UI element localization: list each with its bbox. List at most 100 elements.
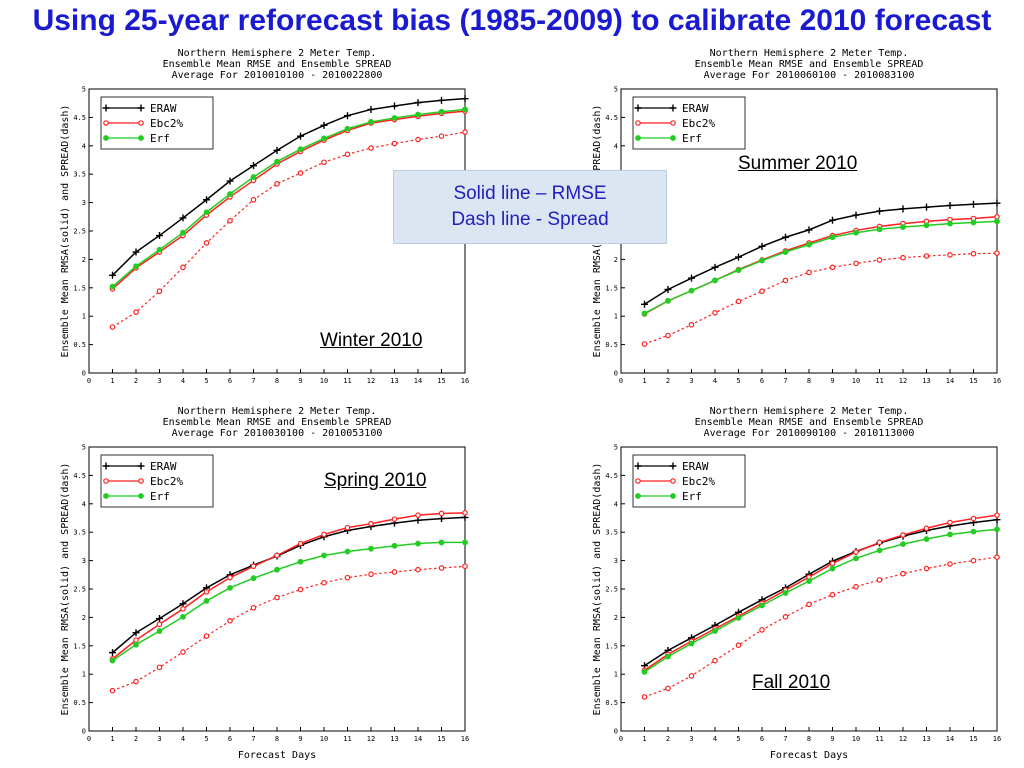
y-tick-label: 1: [614, 671, 618, 679]
legend-label: Erf: [682, 490, 702, 503]
x-tick-label: 3: [689, 735, 693, 743]
data-point: [438, 96, 445, 104]
data-point: [250, 563, 257, 570]
legend-label: ERAW: [682, 102, 709, 115]
chart-title-line: Ensemble Mean RMSE and Ensemble SPREAD: [163, 417, 392, 428]
y-tick-label: 5: [82, 444, 86, 452]
data-point: [759, 602, 765, 609]
data-point: [923, 203, 930, 211]
series-line: [112, 565, 466, 692]
series-erf: [641, 526, 1000, 675]
chart-title-line: Average For 2010090100 - 2010113000: [704, 428, 915, 439]
chart-spring: Northern Hemisphere 2 Meter Temp. Ensembl…: [54, 404, 504, 762]
series-line: [112, 131, 466, 328]
legend-marker: [670, 135, 676, 141]
data-point: [876, 547, 883, 554]
data-point: [133, 641, 139, 648]
data-point: [132, 248, 140, 256]
y-tick-label: 0: [82, 728, 86, 736]
data-point: [415, 136, 421, 143]
data-point: [806, 601, 812, 608]
x-tick-label: 2: [666, 377, 670, 385]
x-tick-label: 11: [343, 735, 351, 743]
data-point: [900, 224, 906, 230]
chart-title-line: Average For 2010030100 - 2010053100: [172, 428, 383, 439]
data-point: [782, 614, 789, 620]
x-tick-label: 10: [852, 377, 860, 385]
data-point: [994, 554, 1000, 560]
x-axis-label: Forecast Days: [238, 750, 316, 761]
slide-title: Using 25-year reforecast bias (1985-2009…: [32, 4, 992, 37]
data-point: [297, 558, 304, 565]
data-point: [226, 177, 234, 185]
x-tick-label: 2: [666, 735, 670, 743]
x-tick-label: 11: [343, 377, 351, 385]
data-point: [179, 214, 187, 222]
data-point: [297, 170, 304, 176]
legend-marker: [138, 493, 144, 499]
y-tick-label: 0: [614, 728, 618, 736]
data-point: [321, 552, 327, 559]
data-point: [806, 269, 812, 276]
x-tick-label: 12: [367, 735, 375, 743]
data-point: [438, 108, 445, 115]
series-erf: [109, 539, 468, 664]
data-point: [806, 241, 812, 248]
data-point: [712, 657, 718, 664]
y-tick-label: 2: [614, 256, 618, 264]
y-tick-label: 0.5: [605, 341, 618, 349]
callout-line-spread: Dash line - Spread: [451, 209, 609, 230]
data-point: [321, 531, 327, 538]
series-ebc2-: [109, 510, 468, 662]
data-point: [462, 510, 468, 516]
data-point: [415, 540, 421, 547]
data-point: [641, 310, 648, 317]
data-point: [876, 226, 883, 233]
series-line: [644, 518, 998, 667]
legend: ERAW Ebc2% Erf: [100, 454, 214, 508]
data-point: [321, 159, 327, 166]
series-line: [644, 252, 998, 345]
data-point: [900, 254, 906, 261]
series-line: [112, 516, 466, 654]
data-point: [344, 524, 351, 531]
data-point: [415, 512, 421, 518]
data-point: [274, 552, 280, 559]
legend-marker: [102, 462, 110, 470]
series-line: [644, 216, 998, 315]
x-tick-label: 6: [228, 735, 232, 743]
y-tick-label: 2: [82, 614, 86, 622]
x-tick-label: 12: [899, 735, 907, 743]
x-tick-label: 1: [642, 377, 646, 385]
y-tick-label: 1.5: [605, 642, 618, 650]
x-tick-label: 7: [783, 377, 787, 385]
legend-marker: [138, 135, 144, 141]
y-tick-label: 2: [614, 614, 618, 622]
data-point: [391, 140, 398, 147]
data-point: [735, 298, 742, 305]
season-label-fall: Fall 2010: [750, 672, 833, 694]
data-point: [180, 264, 186, 271]
y-tick-label: 1.5: [73, 642, 86, 650]
x-tick-label: 12: [899, 377, 907, 385]
x-tick-label: 6: [760, 735, 764, 743]
x-tick-label: 13: [922, 377, 930, 385]
data-point: [876, 539, 883, 546]
x-tick-label: 8: [275, 735, 279, 743]
x-tick-label: 15: [437, 377, 445, 385]
data-point: [947, 252, 953, 258]
data-point: [782, 277, 789, 284]
y-tick-label: 4.5: [605, 472, 618, 480]
data-point: [829, 234, 836, 241]
data-point: [203, 209, 210, 216]
series-eraw: [109, 513, 469, 657]
data-point: [274, 594, 280, 601]
data-point: [297, 146, 304, 153]
y-tick-label: 4.5: [73, 114, 86, 122]
legend-marker: [137, 462, 145, 470]
x-tick-label: 5: [736, 377, 740, 385]
y-tick-label: 1: [82, 671, 86, 679]
legend-marker: [635, 135, 641, 141]
data-point: [759, 627, 765, 633]
data-point: [782, 233, 789, 241]
